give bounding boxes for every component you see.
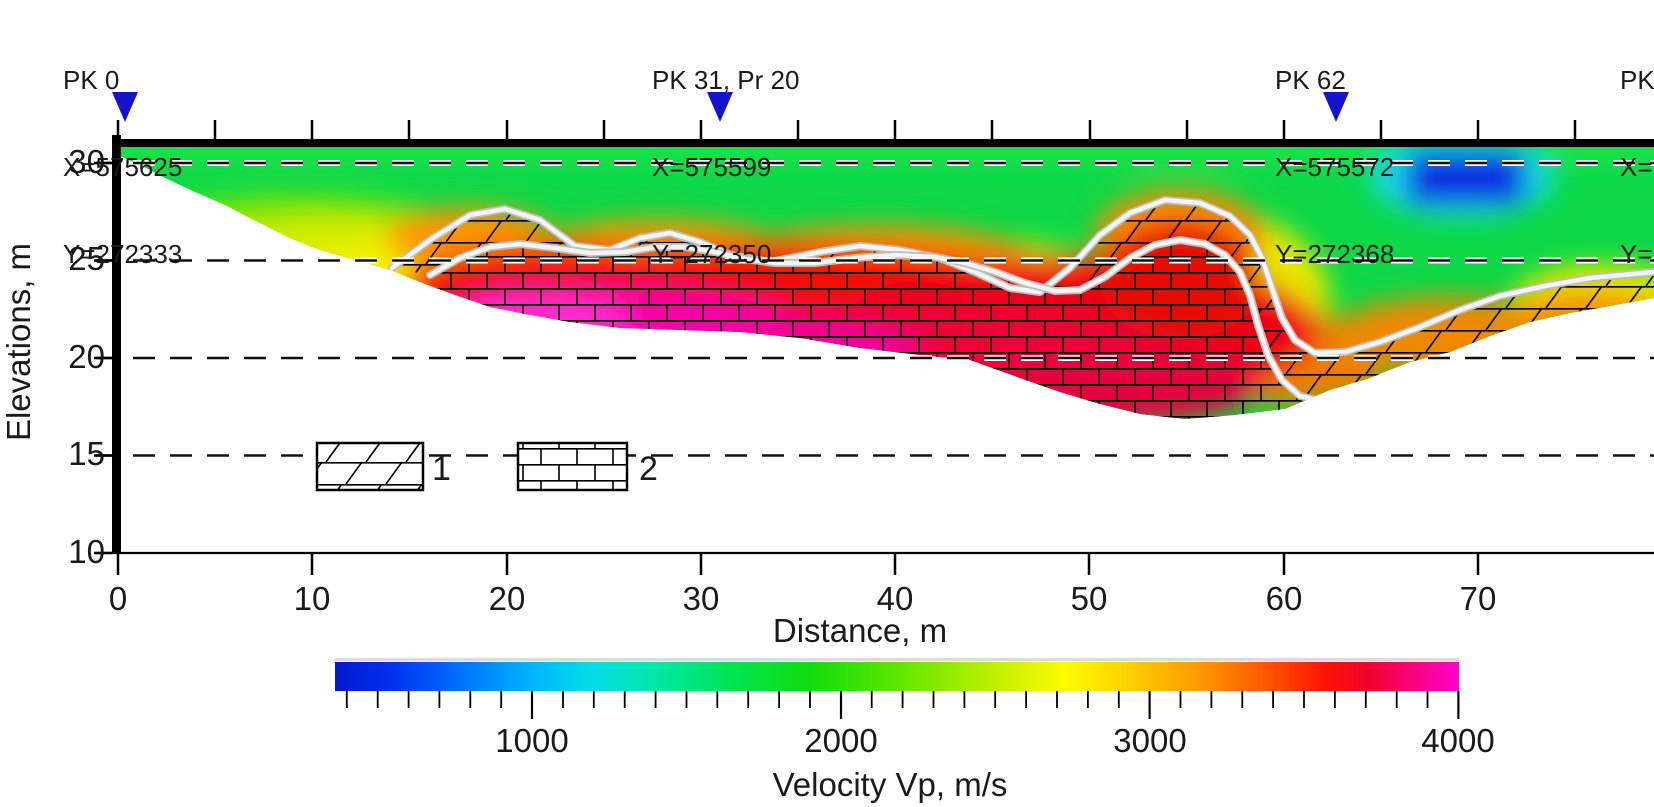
x-tick-0: 0 [108,580,128,617]
station-ycoord: Y=272333 [63,239,183,269]
legend-box-2 [516,441,629,492]
y-tick-15: 15 [68,435,105,472]
y-tick-10: 10 [68,533,105,570]
axes [94,120,1654,575]
station-markers [112,92,1349,122]
station-name: PK 31, Pr 20 [652,65,800,95]
legend-label-1: 1 [432,450,451,488]
velocity-field [118,147,1654,419]
station-marker-pk62 [1323,92,1349,122]
x-tick-20: 20 [488,580,526,617]
station-label-pk0: PK 0 X=575625 Y=272333 [63,8,182,327]
colorbar-tick-4000: 4000 [1421,722,1495,759]
station-ycoord: Y= [1620,239,1653,269]
station-xcoord: X= [1620,152,1653,182]
station-label-pk62: PK 62 X=575572 Y=272368 [1275,8,1394,327]
x-axis-ticks [116,553,1480,575]
station-name: PK 0 [63,65,120,95]
y-axis-ticks [94,161,112,555]
colorbar-minor-ticks [345,691,1429,708]
x-tick-70: 70 [1459,580,1497,617]
colorbar-major-ticks [530,691,1460,719]
colorbar [335,658,1460,719]
legend-label-2: 2 [639,450,658,488]
station-marker-pk31 [707,92,733,122]
station-xcoord: X=575625 [63,152,183,182]
x-tick-10: 10 [293,580,331,617]
station-label-pk31: PK 31, Pr 20 X=575599 Y=272350 [652,8,799,327]
station-xcoord: X=575599 [652,152,772,182]
ground-surface-line [115,139,1654,147]
station-ycoord: Y=272350 [652,239,772,269]
x-tick-40: 40 [876,580,914,617]
station-ycoord: Y=272368 [1275,239,1395,269]
y-tick-25: 25 [68,240,105,277]
y-axis-title: Elevations, m [0,242,37,442]
station-xcoord: X=575572 [1275,152,1395,182]
x-tick-60: 60 [1265,580,1303,617]
colorbar-title: Velocity Vp, m/s [772,766,1008,803]
elevation-gridlines [96,160,1654,459]
station-marker-pk0 [112,92,138,122]
legend-box-1 [315,441,425,492]
station-label-clipped: PK X= Y= [1620,8,1654,327]
y-tick-30: 30 [68,143,105,180]
station-name: PK [1620,65,1654,95]
colorbar-tick-2000: 2000 [804,722,878,759]
x-tick-30: 30 [682,580,720,617]
station-name: PK 62 [1275,65,1346,95]
colorbar-gradient [335,662,1459,691]
colorbar-tick-1000: 1000 [495,722,569,759]
y-tick-20: 20 [68,338,105,375]
left-axis-bar [112,135,121,553]
x-tick-50: 50 [1070,580,1108,617]
colorbar-tick-3000: 3000 [1113,722,1187,759]
surface-ticks [116,120,1577,143]
x-axis-title: Distance, m [772,612,948,649]
